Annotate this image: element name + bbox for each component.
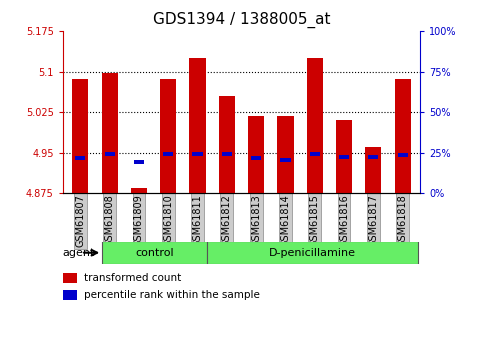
Bar bbox=[251, 156, 261, 160]
Bar bbox=[102, 241, 207, 264]
Bar bbox=[395, 79, 411, 193]
Title: GDS1394 / 1388005_at: GDS1394 / 1388005_at bbox=[153, 12, 330, 28]
Bar bbox=[192, 152, 203, 156]
Bar bbox=[163, 152, 173, 156]
Bar bbox=[248, 117, 264, 193]
Bar bbox=[280, 158, 291, 161]
Text: percentile rank within the sample: percentile rank within the sample bbox=[84, 290, 260, 300]
Bar bbox=[75, 156, 85, 160]
Bar bbox=[134, 160, 144, 164]
Bar bbox=[339, 155, 349, 159]
Bar bbox=[101, 73, 118, 193]
Bar bbox=[160, 79, 176, 193]
Bar bbox=[219, 96, 235, 193]
Bar bbox=[131, 188, 147, 193]
Text: control: control bbox=[135, 248, 174, 258]
Bar bbox=[222, 152, 232, 156]
Bar bbox=[365, 147, 382, 193]
Bar bbox=[63, 273, 77, 283]
Bar bbox=[189, 58, 206, 193]
Bar bbox=[63, 290, 77, 300]
Bar bbox=[398, 154, 408, 157]
Bar bbox=[310, 152, 320, 156]
Bar bbox=[104, 152, 115, 156]
Text: agent: agent bbox=[63, 248, 95, 258]
Text: D-penicillamine: D-penicillamine bbox=[269, 248, 356, 258]
Bar bbox=[336, 120, 352, 193]
Bar bbox=[207, 241, 418, 264]
Bar bbox=[368, 155, 379, 159]
Bar bbox=[277, 117, 294, 193]
Bar bbox=[72, 79, 88, 193]
Text: transformed count: transformed count bbox=[84, 273, 182, 283]
Bar bbox=[307, 58, 323, 193]
